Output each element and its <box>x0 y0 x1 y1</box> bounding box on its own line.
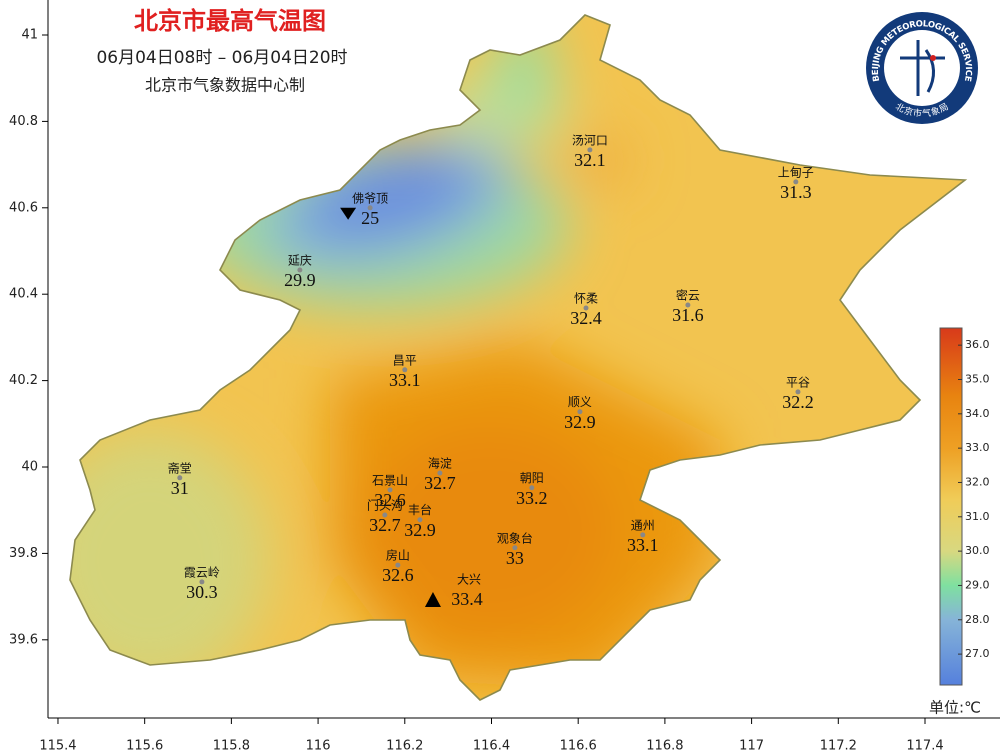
station-value: 31.6 <box>672 305 704 325</box>
station-value: 25 <box>361 208 379 228</box>
y-tick-label: 39.6 <box>9 632 38 647</box>
station-name: 海淀 <box>428 456 452 471</box>
source: 北京市气象数据中心制 <box>145 76 305 95</box>
y-tick-label: 40.8 <box>9 114 38 129</box>
station-dot <box>402 367 408 373</box>
x-tick-label: 117.2 <box>820 739 857 754</box>
station-name: 延庆 <box>288 254 312 268</box>
colorbar-tick-label: 32.0 <box>965 475 990 488</box>
min-marker <box>340 207 357 220</box>
station-name: 平谷 <box>786 375 810 389</box>
station-name: 门头沟 <box>367 497 403 512</box>
station-dot <box>437 470 443 476</box>
station-name: 斋堂 <box>168 460 192 475</box>
colorbar-tick-label: 36.0 <box>965 338 990 351</box>
station-name: 观象台 <box>497 530 533 545</box>
station-value: 33 <box>506 548 524 568</box>
colorbar-tick-label: 33.0 <box>965 441 990 454</box>
station-name: 朝阳 <box>520 471 544 485</box>
station-dot <box>367 205 373 211</box>
station-name: 丰台 <box>408 502 432 517</box>
x-tick-label: 116.4 <box>473 739 510 754</box>
x-tick-label: 116.6 <box>560 739 597 754</box>
station-dot <box>583 305 589 311</box>
station-name: 通州 <box>631 518 655 532</box>
title: 北京市最高气温图 <box>134 7 326 35</box>
colorbar-tick-label: 35.0 <box>965 372 990 385</box>
colorbar-tick-label: 29.0 <box>965 578 990 591</box>
station-value: 30.3 <box>186 582 218 602</box>
station-value: 32.7 <box>369 515 401 535</box>
station-name: 房山 <box>386 548 410 563</box>
colorbar-tick-label: 28.0 <box>965 613 990 626</box>
station-dot <box>387 487 393 493</box>
x-tick-label: 116 <box>306 739 331 754</box>
x-tick-label: 115.8 <box>213 739 250 754</box>
station-value: 32.9 <box>404 520 436 540</box>
station-dot <box>199 579 205 585</box>
station-value: 32.2 <box>782 392 814 412</box>
logo: BEIJING METEOROLOGICAL SERVICE 北京市气象局 <box>866 12 978 124</box>
unit-label: 单位:℃ <box>929 699 981 717</box>
station-dot <box>417 517 423 523</box>
station-name: 怀柔 <box>574 292 598 306</box>
x-tick-label: 116.2 <box>386 739 423 754</box>
station-dot <box>177 475 183 481</box>
station-name: 霞云岭 <box>184 565 220 579</box>
x-tick-label: 117 <box>739 739 764 754</box>
station-name: 大兴 <box>457 573 481 587</box>
station-dot <box>529 485 535 491</box>
y-tick-label: 40.4 <box>9 287 38 302</box>
station-value: 32.4 <box>570 308 602 328</box>
colorbar-tick-label: 27.0 <box>965 647 990 660</box>
station-dot <box>587 147 593 153</box>
station-value: 29.9 <box>284 270 316 290</box>
station-name: 石景山 <box>372 473 408 487</box>
station-name: 佛爷顶 <box>352 191 388 205</box>
station-value: 32.6 <box>374 490 406 510</box>
subtitle: 06月04日08时 – 06月04日20时 <box>96 48 347 68</box>
x-tick-label: 115.6 <box>126 739 163 754</box>
station-value: 31 <box>171 478 189 498</box>
station-value: 32.7 <box>424 473 456 493</box>
colorbar-tick-label: 34.0 <box>965 407 990 420</box>
x-tick-label: 116.8 <box>646 739 683 754</box>
station-dot <box>685 302 691 308</box>
station-dot <box>640 532 646 538</box>
station-dot <box>793 179 799 185</box>
station-dot <box>512 545 518 551</box>
x-tick-label: 115.4 <box>39 739 76 754</box>
station-dot <box>297 267 303 273</box>
x-tick-label: 117.4 <box>906 739 943 754</box>
colorbar <box>939 327 963 686</box>
y-tick-label: 39.8 <box>9 546 38 561</box>
station-name: 密云 <box>676 287 700 302</box>
colorbar-tick-label: 30.0 <box>965 544 990 557</box>
station-value: 31.3 <box>780 182 812 202</box>
station-dot <box>577 409 583 415</box>
station-value: 33.4 <box>451 589 483 609</box>
max-marker <box>424 592 441 608</box>
station-value: 32.9 <box>564 412 596 432</box>
y-tick-label: 41 <box>21 27 38 42</box>
station-dot <box>395 562 401 568</box>
station-name: 顺义 <box>568 395 592 409</box>
station-value: 33.1 <box>627 535 659 555</box>
station-dot <box>382 512 388 518</box>
station-value: 33.1 <box>389 370 421 390</box>
station-value: 33.2 <box>516 488 548 508</box>
station-value: 32.6 <box>382 565 414 585</box>
station-name: 汤河口 <box>572 133 608 147</box>
station-name: 上甸子 <box>778 165 814 179</box>
y-tick-label: 40.2 <box>9 373 38 388</box>
station-name: 昌平 <box>393 353 417 367</box>
station-dot <box>795 389 801 395</box>
station-value: 32.1 <box>574 150 606 170</box>
y-tick-label: 40.6 <box>9 200 38 215</box>
y-tick-label: 40 <box>21 460 38 475</box>
colorbar-tick-label: 31.0 <box>965 510 990 523</box>
